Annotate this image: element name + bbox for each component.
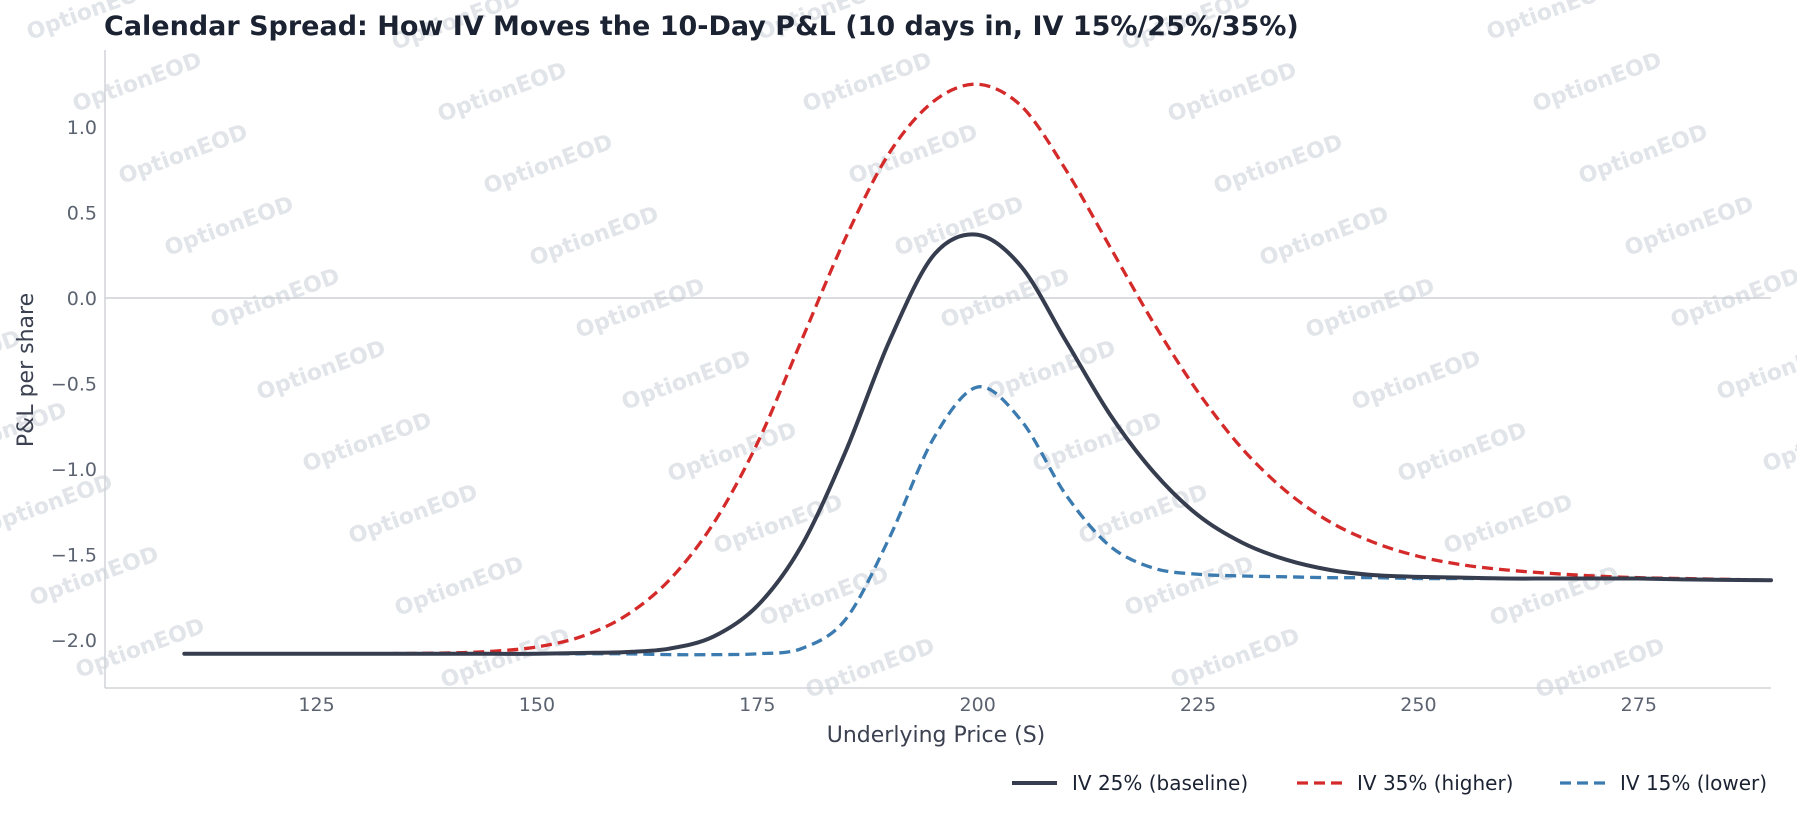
watermark-text: OptionEOD — [1714, 336, 1797, 406]
y-axis-label: P&L per share — [14, 293, 39, 447]
watermark-text: OptionEOD — [300, 408, 436, 478]
y-tick-labels: 1.0 0.5 0.0 −0.5 −1.0 −1.5 −2.0 — [51, 117, 97, 652]
watermark-text: OptionEOD — [1257, 202, 1393, 272]
watermark-text: OptionEOD — [1168, 624, 1304, 694]
watermark-text: OptionEOD — [665, 418, 801, 488]
watermark-text: OptionEOD — [573, 274, 709, 344]
legend-label-0: IV 25% (baseline) — [1072, 771, 1248, 795]
watermark-text: OptionEOD — [938, 264, 1074, 334]
watermark-text: OptionEOD — [116, 120, 252, 190]
x-tick-label: 175 — [739, 694, 775, 716]
watermark-text: OptionEOD — [846, 120, 982, 190]
watermark-text: OptionEOD — [1622, 192, 1758, 262]
y-tick-label: −0.5 — [51, 374, 97, 396]
watermark-layer: OptionEOD OptionEOD OptionEOD OptionEOD Opti… — [0, 0, 1797, 704]
watermark-text: OptionEOD — [392, 552, 528, 622]
y-tick-label: 0.0 — [67, 288, 97, 310]
series-lines — [182, 82, 1773, 657]
watermark-text: OptionEOD — [1030, 408, 1166, 478]
legend: IV 25% (baseline) IV 35% (higher) IV 15% (… — [1012, 771, 1767, 795]
watermark-text: OptionEOD — [757, 562, 893, 632]
watermark-text: OptionEOD — [1441, 490, 1577, 560]
watermark-text: OptionEOD — [481, 130, 617, 200]
watermark-text: OptionEOD — [803, 634, 939, 704]
x-tick-label: 200 — [960, 694, 996, 716]
legend-label-1: IV 35% (higher) — [1357, 771, 1513, 795]
y-tick-label: 0.5 — [67, 202, 97, 224]
watermark-text: OptionEOD — [346, 480, 482, 550]
watermark-text: OptionEOD — [1165, 58, 1301, 128]
x-tick-labels: 125 150 175 200 225 250 275 — [298, 694, 1656, 716]
x-tick-label: 225 — [1180, 694, 1216, 716]
watermark-text: OptionEOD — [70, 48, 206, 118]
watermark-text: OptionEOD — [619, 346, 755, 416]
watermark-text: OptionEOD — [1576, 120, 1712, 190]
watermark-text: OptionEOD — [1076, 480, 1212, 550]
y-tick-label: −1.5 — [51, 545, 97, 567]
watermark-text: OptionEOD — [1395, 418, 1531, 488]
watermark-text: OptionEOD — [438, 624, 574, 694]
watermark-text: OptionEOD — [527, 202, 663, 272]
x-tick-label: 125 — [298, 694, 334, 716]
watermark-text: OptionEOD — [435, 58, 571, 128]
y-tick-label: −2.0 — [51, 630, 97, 652]
x-axis-label: Underlying Price (S) — [827, 723, 1046, 748]
series-line-1 — [184, 82, 1772, 656]
watermark-text: OptionEOD — [1760, 408, 1797, 478]
chart-title: Calendar Spread: How IV Moves the 10-Day… — [104, 11, 1299, 42]
x-tick-label: 275 — [1621, 694, 1657, 716]
watermark-text: OptionEOD — [1668, 264, 1797, 334]
watermark-text: OptionEOD — [162, 192, 298, 262]
x-tick-label: 150 — [519, 694, 555, 716]
y-tick-label: −1.0 — [51, 459, 97, 481]
watermark-text: OptionEOD — [1211, 130, 1347, 200]
y-tick-label: 1.0 — [67, 117, 97, 139]
watermark-text: OptionEOD — [1122, 552, 1258, 622]
series-line-0 — [182, 232, 1773, 656]
watermark-text: OptionEOD — [800, 48, 936, 118]
watermark-text: OptionEOD — [1530, 48, 1666, 118]
legend-label-2: IV 15% (lower) — [1620, 771, 1767, 795]
watermark-text: OptionEOD — [1349, 346, 1485, 416]
watermark-text: OptionEOD — [1484, 0, 1620, 46]
watermark-text: OptionEOD — [1303, 274, 1439, 344]
x-tick-label: 250 — [1400, 694, 1436, 716]
watermark-text: OptionEOD — [254, 336, 390, 406]
watermark-text: OptionEOD — [208, 264, 344, 334]
